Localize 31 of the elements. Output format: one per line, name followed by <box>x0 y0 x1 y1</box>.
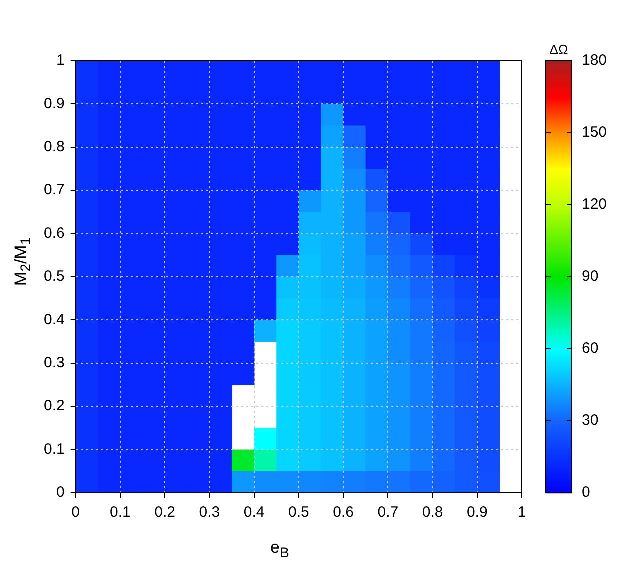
x-tick-label: 0.2 <box>154 504 176 522</box>
y-tick-label: 0.3 <box>44 354 65 372</box>
y-tick-label: 0.6 <box>44 224 65 242</box>
color-bar-label: 180 <box>582 52 608 70</box>
x-tick-label: 0.8 <box>422 504 444 522</box>
color-bar-label: 0 <box>582 484 590 502</box>
y-tick-label: 0.5 <box>44 268 65 286</box>
x-tick-label: 0.5 <box>288 504 310 522</box>
x-tick-label: 0.6 <box>333 504 354 522</box>
x-tick-label: 0.7 <box>378 504 399 522</box>
x-tick-label: 0.4 <box>244 504 265 522</box>
y-tick-label: 0 <box>56 484 65 502</box>
y-tick-label: 0.7 <box>44 182 65 199</box>
y-tick-label: 0.8 <box>44 138 65 156</box>
y-tick-label: 0.9 <box>44 95 65 112</box>
y-tick-label: 0.2 <box>44 398 65 415</box>
x-tick-label: 0.9 <box>466 504 488 522</box>
x-tick-label: 0.1 <box>110 504 131 522</box>
color-bar-title: ΔΩ <box>550 42 568 58</box>
color-bar-label: 90 <box>582 268 599 286</box>
y-tick-label: 0.4 <box>44 311 65 328</box>
x-axis-title: e$_{B}$ <box>270 538 290 562</box>
y-tick-label: 1 <box>56 52 65 70</box>
color-bar-label: 150 <box>582 124 608 142</box>
color-bar-label: 120 <box>582 196 608 214</box>
x-tick-label: 0 <box>72 504 80 522</box>
y-tick-label: 0.1 <box>44 440 65 458</box>
x-tick-label: 0.3 <box>199 504 220 522</box>
color-bar-label: 60 <box>582 340 599 358</box>
color-bar-label: 30 <box>582 412 599 430</box>
x-tick-label: 1 <box>518 504 526 522</box>
